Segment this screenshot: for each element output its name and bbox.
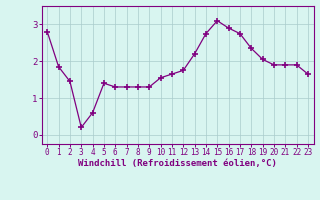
- X-axis label: Windchill (Refroidissement éolien,°C): Windchill (Refroidissement éolien,°C): [78, 159, 277, 168]
